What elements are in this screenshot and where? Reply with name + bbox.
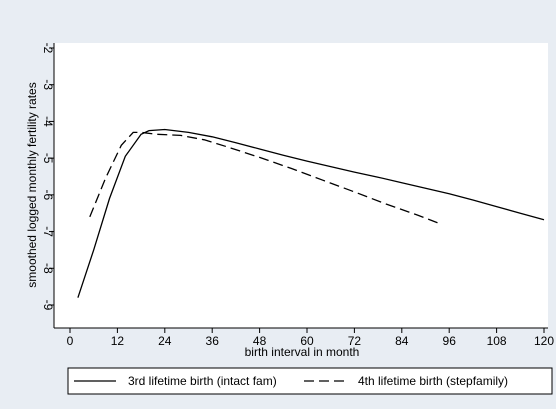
x-tick-label: 72 xyxy=(348,334,362,348)
y-tick-label: -5 xyxy=(41,153,55,164)
x-tick-label: 84 xyxy=(395,334,409,348)
legend: 3rd lifetime birth (intact fam) 4th lifet… xyxy=(74,374,508,388)
x-tick-label: 24 xyxy=(158,334,172,348)
x-axis-title: birth interval in month xyxy=(245,345,360,359)
x-tick-label: 96 xyxy=(443,334,457,348)
y-tick-label: -9 xyxy=(41,300,55,311)
y-tick-label: -7 xyxy=(41,226,55,237)
plot-area xyxy=(54,43,548,328)
x-tick-label: 108 xyxy=(487,334,507,348)
y-tick-label: -3 xyxy=(41,79,55,90)
x-axis-ticks: 0 12 24 36 48 60 72 84 96 108 120 xyxy=(67,328,554,348)
y-axis-title: smoothed logged monthly fertility rates xyxy=(25,82,39,287)
y-tick-label: -8 xyxy=(41,263,55,274)
y-tick-label: -6 xyxy=(41,190,55,201)
series-lines xyxy=(77,128,545,298)
x-tick-label: 120 xyxy=(534,334,554,348)
x-tick-label: 0 xyxy=(67,334,74,348)
legend-label-2: 4th lifetime birth (stepfamily) xyxy=(358,374,508,388)
x-tick-label: 60 xyxy=(300,334,314,348)
y-tick-label: -2 xyxy=(41,43,55,54)
y-tick-label: -4 xyxy=(41,116,55,127)
x-tick-label: 12 xyxy=(111,334,125,348)
legend-label-1: 3rd lifetime birth (intact fam) xyxy=(128,374,277,388)
x-tick-label: 48 xyxy=(253,334,267,348)
x-tick-label: 36 xyxy=(206,334,220,348)
series-line-1 xyxy=(77,128,545,298)
y-axis-ticks: -9 -8 -7 -6 -5 -4 -3 -2 xyxy=(41,43,55,311)
